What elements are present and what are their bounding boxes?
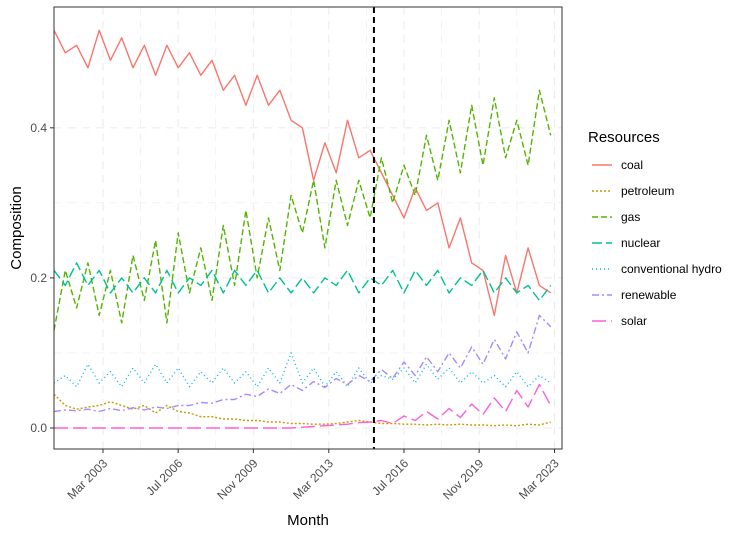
x-tick-label: Mar 2023 [516,456,562,502]
series-line-renewable [53,314,552,413]
axis-layer: 0.0 0.2 0.4 Mar 2003 Jul 2006 Nov 2009 Mar 201… [30,121,562,503]
legend-label: renewable [621,288,677,302]
series-line-gas [53,89,552,331]
legend-label: conventional hydro [621,262,722,276]
x-tick-label: Nov 2009 [214,456,260,502]
y-axis-title: Composition [8,186,25,269]
legend-item: renewable [592,288,677,302]
y-tick-label: 0.2 [30,271,47,285]
series-line-petroleum [53,393,551,427]
x-tick-label: Jul 2016 [369,456,411,498]
legend: Resources coal petroleum gas nuclear convent… [588,129,722,328]
x-tick-label: Mar 2013 [290,456,336,502]
legend-item: solar [592,314,647,328]
legend-item: gas [592,210,640,224]
y-tick-label: 0.4 [30,121,47,135]
series-line-conventional-hydro [53,352,552,388]
legend-label: gas [621,210,640,224]
series-line-coal [53,29,552,317]
x-tick-label: Nov 2019 [440,456,486,502]
series-layer [53,7,552,449]
grid-layer [54,7,562,449]
legend-label: petroleum [621,184,674,198]
legend-items: coal petroleum gas nuclear conventional hydr… [592,158,722,328]
x-tick-label: Jul 2006 [143,456,185,498]
legend-title: Resources [588,129,660,146]
series-line-nuclear [53,262,552,302]
x-axis-title: Month [287,512,329,529]
series-line-solar [54,383,552,429]
x-tick-label: Mar 2003 [64,456,110,502]
legend-item: coal [592,158,643,172]
legend-label: nuclear [621,236,660,250]
legend-item: petroleum [592,184,674,198]
legend-label: coal [621,158,643,172]
legend-item: nuclear [592,236,660,250]
legend-item: conventional hydro [592,262,722,276]
legend-label: solar [621,314,647,328]
panel-border [53,6,563,450]
y-tick-label: 0.0 [30,421,47,435]
